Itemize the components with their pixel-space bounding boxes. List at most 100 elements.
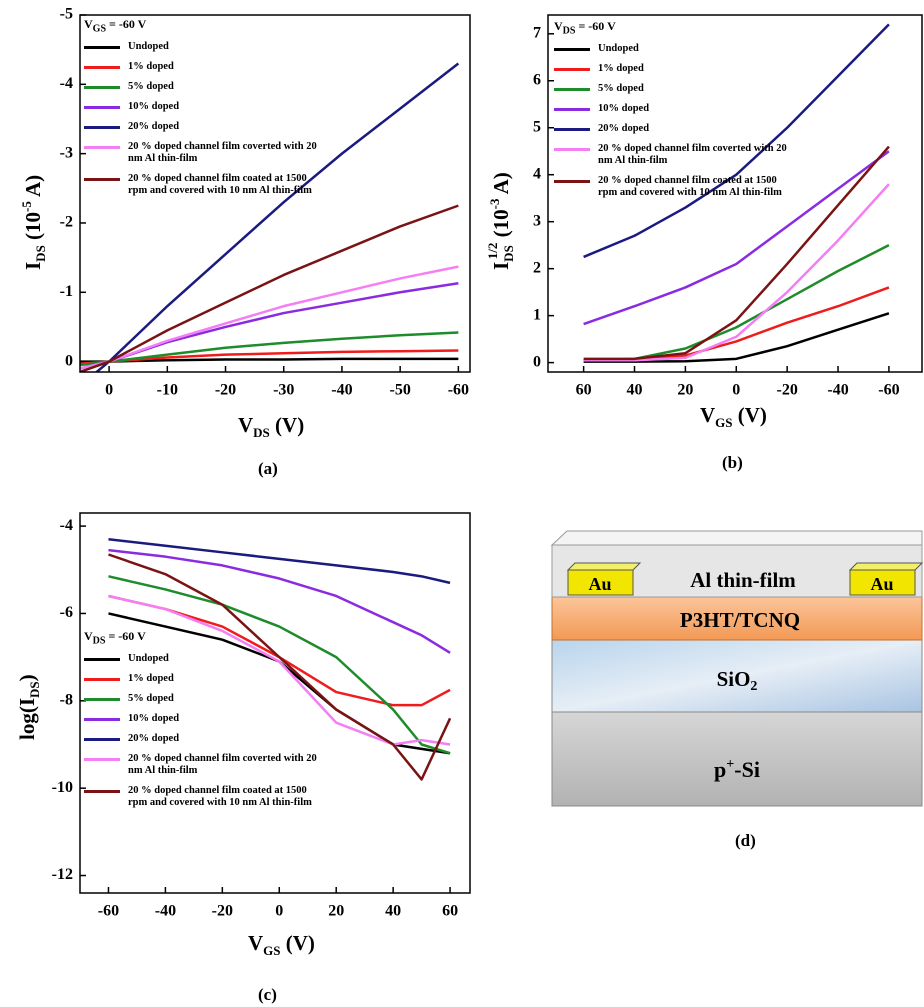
x-tick-label: -60 — [878, 382, 899, 399]
annotation-text: = -60 V — [105, 629, 146, 643]
legend-swatch — [84, 790, 120, 794]
x-tick-label: -10 — [157, 382, 178, 399]
y-tick-label: -1 — [60, 283, 73, 300]
y-tick-label: -4 — [60, 75, 73, 92]
data-line — [80, 331, 459, 367]
legend-swatch — [554, 128, 590, 132]
legend-swatch — [554, 68, 590, 72]
chart: 60 40 20 0 -20 -40 -60 0 1 2 3 4 5 6 7 — [533, 14, 923, 399]
legend-swatch — [554, 48, 590, 52]
y-axis-label: IDS1/2 (10-3 A) — [485, 172, 516, 270]
caption: (a) — [258, 459, 278, 478]
legend-label: 20% doped — [128, 121, 180, 133]
layer-label: P3HT/TCNQ — [680, 608, 800, 632]
layer-label: p+-Si — [714, 757, 760, 782]
data-line — [108, 537, 451, 585]
y-tick-label: 6 — [533, 71, 541, 88]
x-tick-label: 0 — [275, 903, 283, 920]
x-tick-label: 0 — [732, 382, 740, 399]
annotation-text: DS — [562, 25, 576, 37]
legend-label: 5% doped — [128, 81, 174, 93]
x-tick-label: -20 — [776, 382, 797, 399]
data-line — [108, 548, 451, 654]
caption: (b) — [722, 453, 743, 472]
x-tick-label: 20 — [328, 903, 344, 920]
electrode — [849, 569, 916, 596]
x-tick-label: -30 — [273, 382, 294, 399]
legend-swatch — [84, 678, 120, 682]
plot-frame — [79, 512, 471, 894]
legend-entry: Undoped — [84, 41, 334, 53]
data-line — [80, 204, 459, 372]
x-tick-label: -40 — [155, 903, 176, 920]
x-tick-label: -40 — [331, 382, 352, 399]
legend: VGS = -60 V Undoped 1% doped 5% doped 10% do… — [84, 18, 334, 205]
legend-swatch — [84, 738, 120, 742]
data-line — [108, 612, 451, 755]
data-line — [108, 553, 452, 781]
y-tick-label: -5 — [60, 6, 73, 23]
annotation-text: V — [554, 19, 563, 33]
y-tick-label: 3 — [533, 212, 541, 229]
plot-area — [583, 23, 890, 363]
legend-label: 1% doped — [128, 61, 174, 73]
legend-entry: 20% doped — [84, 733, 334, 745]
legend-entry: 20 % doped channel film coverted with 20… — [84, 753, 334, 777]
legend-entry: 5% doped — [84, 693, 334, 705]
legend-entry: Undoped — [84, 653, 334, 665]
legend-swatch — [554, 88, 590, 92]
annotation: VDS = -60 V — [554, 20, 804, 37]
electrode — [567, 569, 634, 596]
annotation-text: GS — [92, 23, 107, 35]
legend-swatch — [84, 178, 120, 182]
annotation-text: DS — [92, 635, 106, 647]
legend-label: 20 % doped channel film coverted with 20… — [128, 141, 317, 165]
y-tick-label: -2 — [60, 214, 73, 231]
substrate-layer — [551, 711, 923, 807]
top-layer-top — [550, 530, 923, 546]
legend-swatch — [84, 86, 120, 90]
legend-entry: 1% doped — [84, 61, 334, 73]
legend-swatch — [554, 148, 590, 152]
data-line — [583, 145, 890, 361]
legend-label: 20 % doped channel film coated at 1500 r… — [128, 785, 312, 809]
y-tick-label: 4 — [533, 165, 541, 182]
x-tick-label: 40 — [627, 382, 643, 399]
legend-entry: 5% doped — [554, 83, 804, 95]
annotation-text: V — [84, 629, 93, 643]
legend-label: 20% doped — [598, 123, 650, 135]
legend-swatch — [84, 658, 120, 662]
data-line — [80, 282, 459, 370]
legend-label: 5% doped — [598, 83, 644, 95]
legend-entry: 20 % doped channel film coated at 1500 r… — [84, 173, 334, 197]
legend-entry: 20 % doped channel film coverted with 20… — [84, 141, 334, 165]
x-tick-label: 0 — [105, 382, 113, 399]
electrode-label: Au — [870, 574, 893, 594]
annotation-text: V — [84, 17, 93, 31]
legend-label: 20 % doped channel film coverted with 20… — [598, 143, 787, 167]
data-line — [583, 312, 890, 363]
x-tick-label: 40 — [385, 903, 401, 920]
legend-entry: 20% doped — [84, 121, 334, 133]
legend-entry: 5% doped — [84, 81, 334, 93]
x-axis-label: VDS (V) — [238, 413, 304, 440]
plot-frame — [79, 14, 471, 373]
data-line — [583, 23, 890, 259]
layer-label: SiO2 — [717, 667, 758, 694]
legend-label: 20 % doped channel film coverted with 20… — [128, 753, 317, 777]
legend-swatch — [84, 718, 120, 722]
legend-label: 1% doped — [598, 63, 644, 75]
device-diagram: Au Au Al thin-film P3HT/TCNQ SiO2 p+-Si … — [550, 530, 924, 850]
legend-label: 20 % doped channel film coated at 1500 r… — [128, 173, 312, 197]
legend-swatch — [84, 106, 120, 110]
layer-label: Al thin-film — [690, 568, 796, 592]
y-axis-label: IDS (10-5 A) — [19, 175, 48, 270]
legend-entry: 1% doped — [84, 673, 334, 685]
legend-entry: 10% doped — [84, 713, 334, 725]
legend-swatch — [84, 66, 120, 70]
legend-swatch — [84, 126, 120, 130]
electrode-top — [848, 562, 924, 571]
caption: (d) — [735, 831, 756, 850]
